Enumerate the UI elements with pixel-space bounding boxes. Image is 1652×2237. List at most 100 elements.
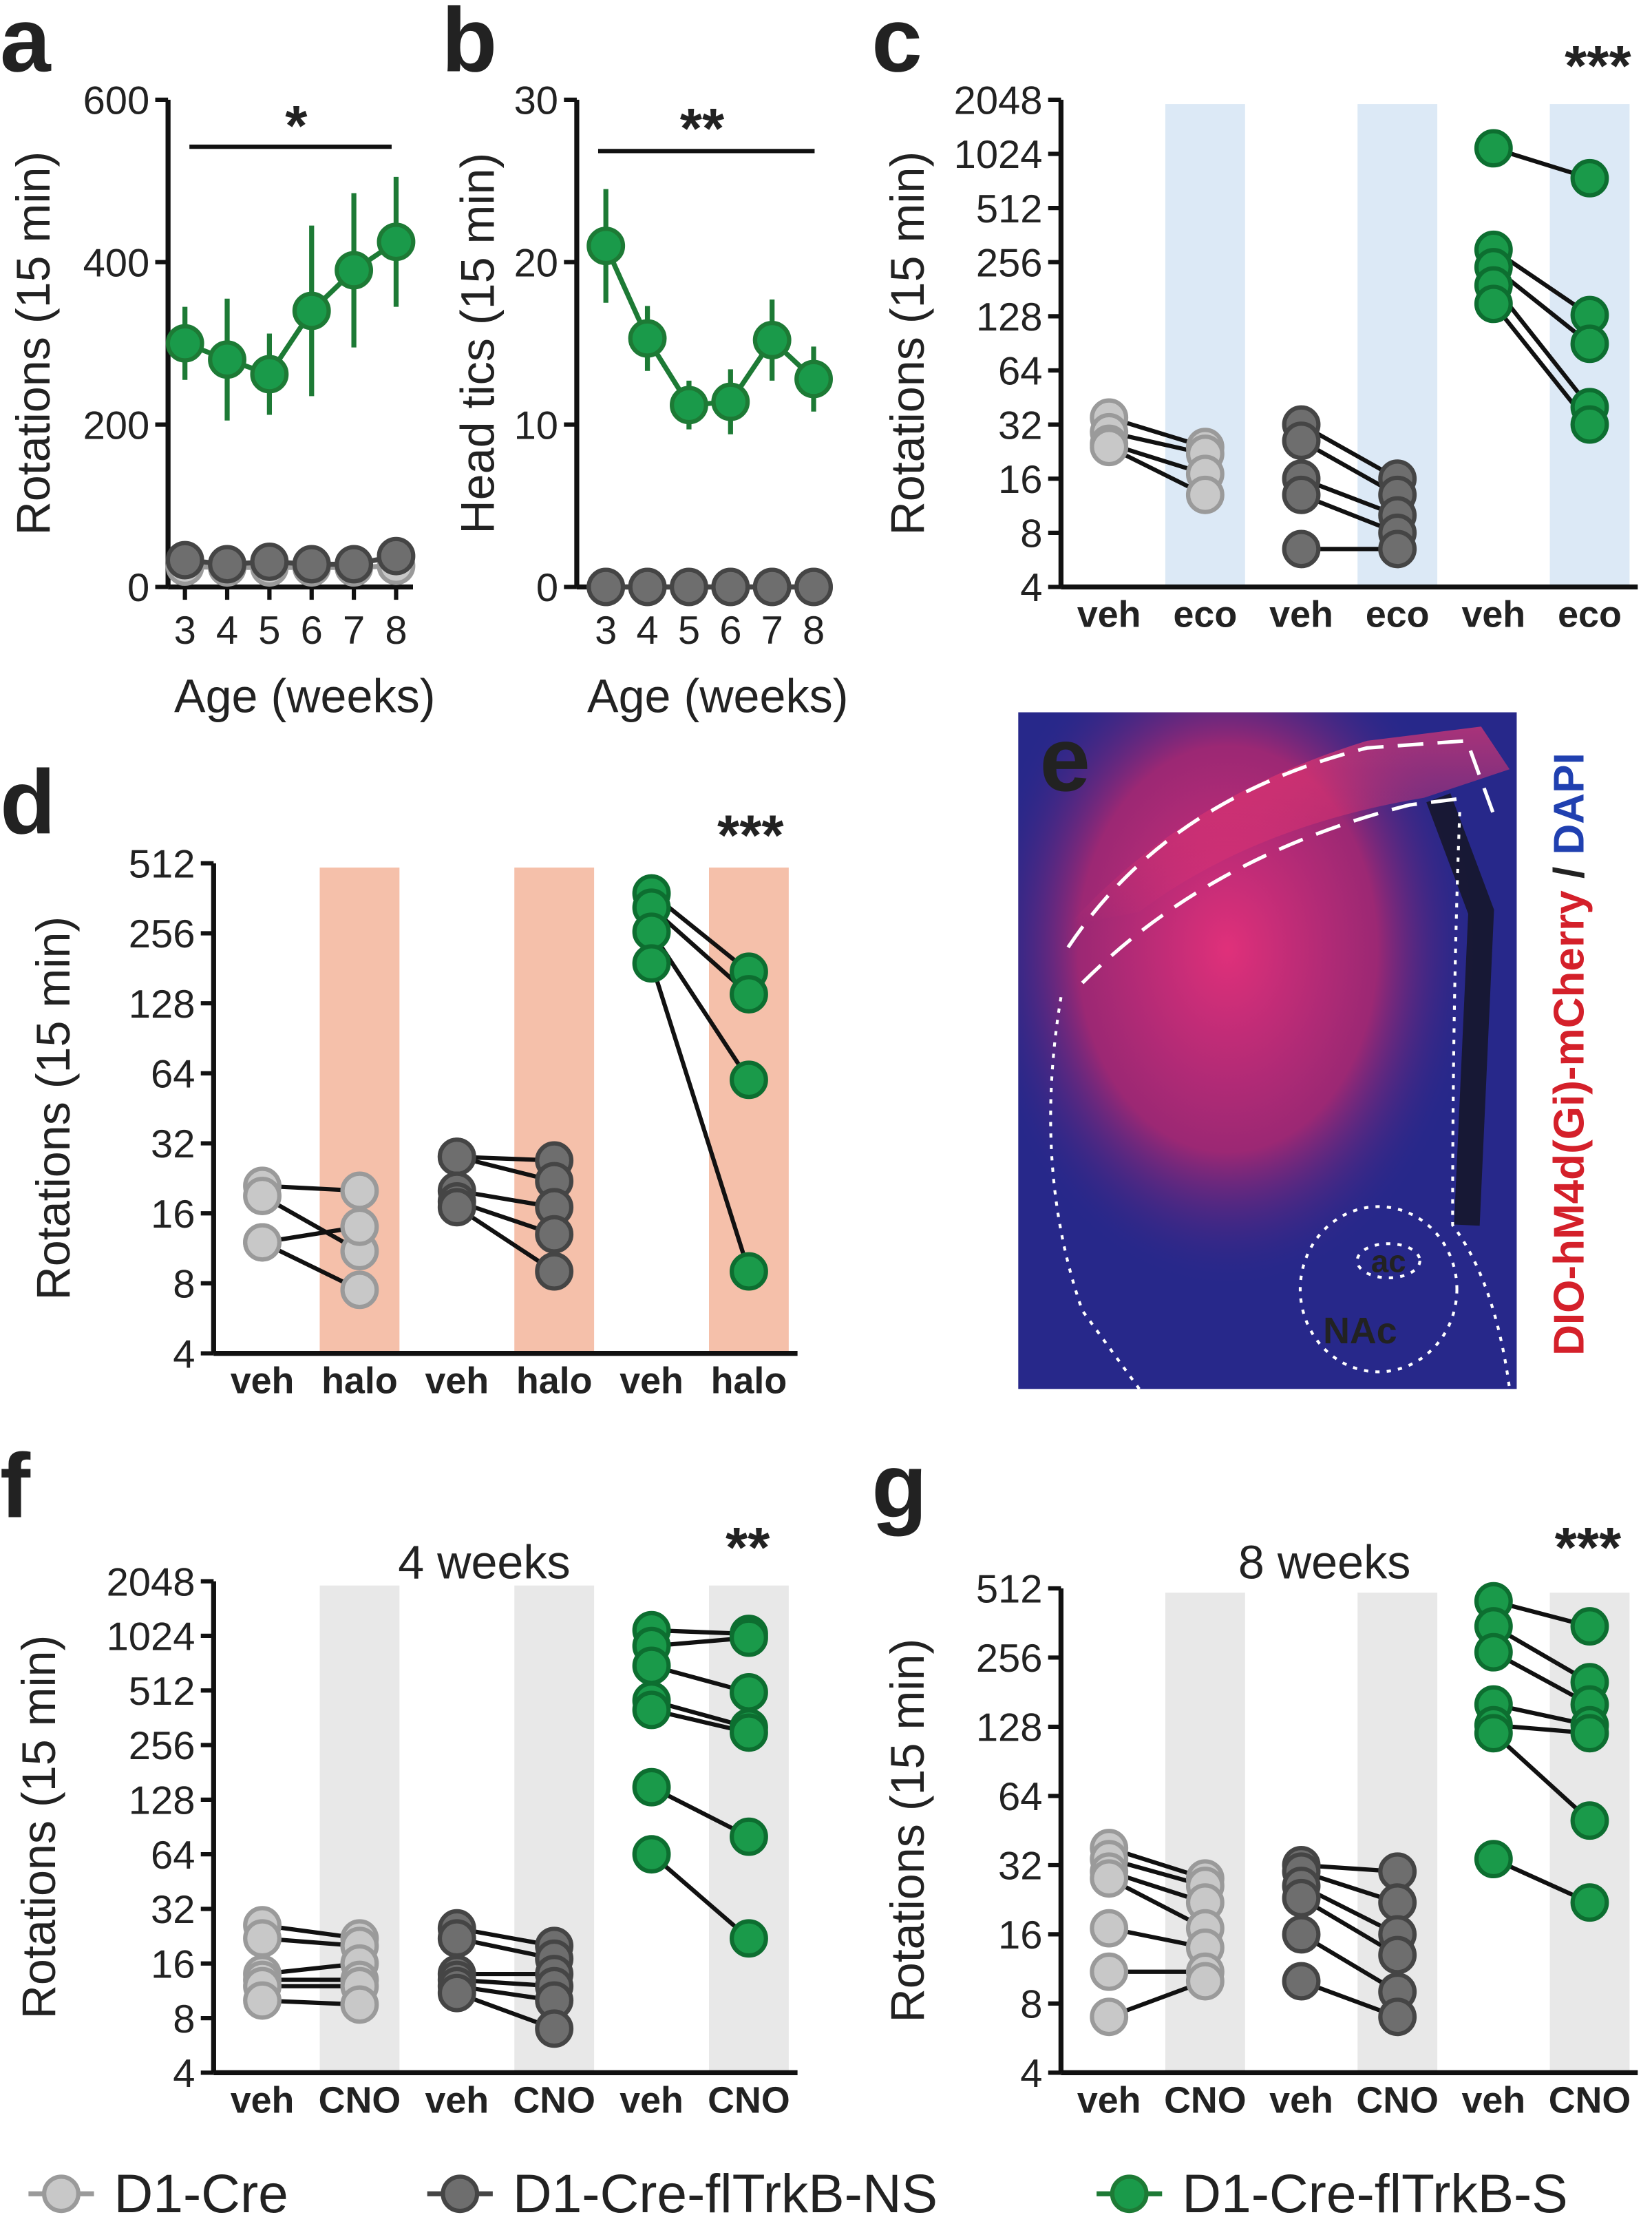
- y-tick-label: 16: [151, 1193, 195, 1237]
- category-label: veh: [620, 1360, 684, 1401]
- y-tick-label: 4: [1020, 2052, 1042, 2096]
- point: [1090, 428, 1129, 467]
- panel-title: 4 weeks: [398, 1536, 570, 1588]
- y-tick-label: 512: [129, 1670, 195, 1714]
- point: [729, 975, 768, 1014]
- point: [335, 545, 374, 584]
- y-tick-label: 128: [976, 295, 1043, 339]
- category-label: veh: [620, 2079, 684, 2121]
- x-tick-label: 8: [385, 609, 407, 653]
- point: [340, 1985, 379, 2024]
- point: [377, 536, 416, 576]
- category-label: CNO: [708, 2079, 790, 2121]
- y-tick-label: 128: [976, 1706, 1043, 1750]
- y-tick-label: 8: [1020, 512, 1042, 556]
- category-label: CNO: [319, 2079, 401, 2121]
- point: [250, 542, 289, 581]
- point: [1474, 1840, 1513, 1879]
- panel-letter: f: [0, 1436, 31, 1537]
- point: [1570, 158, 1609, 198]
- point: [632, 1690, 671, 1730]
- x-tick-label: 4: [636, 609, 658, 653]
- point: [729, 1817, 768, 1856]
- x-tick-label: 4: [216, 609, 238, 653]
- point: [632, 1835, 671, 1874]
- category-label: veh: [1077, 594, 1141, 635]
- x-tick-label: 8: [803, 609, 825, 653]
- point: [729, 1673, 768, 1712]
- category-label: veh: [1269, 2079, 1333, 2121]
- panel-letter: e: [1039, 708, 1090, 810]
- point: [243, 1223, 282, 1262]
- y-tick-label: 8: [173, 1997, 195, 2041]
- point: [1090, 1909, 1129, 1948]
- point: [1185, 475, 1225, 514]
- point: [729, 1252, 768, 1291]
- point: [1474, 284, 1513, 324]
- x-tick-label: 3: [595, 609, 617, 653]
- y-tick-label: 128: [129, 1779, 195, 1823]
- category-label: veh: [1461, 2079, 1525, 2121]
- point: [165, 324, 204, 363]
- point: [1474, 1632, 1513, 1672]
- category-label: veh: [425, 2079, 489, 2121]
- y-tick-label: 0: [127, 566, 149, 610]
- treatment-band: [1165, 104, 1245, 587]
- y-tick-label: 2048: [954, 79, 1043, 123]
- x-axis-label: Age (weeks): [587, 671, 848, 723]
- point: [1378, 1935, 1417, 1975]
- point: [711, 567, 750, 607]
- panel-title: 8 weeks: [1238, 1536, 1410, 1588]
- point: [437, 1973, 476, 2013]
- y-tick-label: 200: [83, 403, 150, 448]
- y-tick-label: 2048: [107, 1560, 195, 1604]
- point: [165, 540, 204, 580]
- point: [1090, 1859, 1129, 1898]
- legend-marker: [42, 2174, 81, 2214]
- point: [437, 1188, 476, 1227]
- category-label: veh: [425, 1360, 489, 1401]
- point: [1378, 529, 1417, 569]
- point: [1282, 1962, 1321, 2001]
- pair-line: [650, 1852, 750, 1940]
- point: [1282, 475, 1321, 514]
- point: [628, 567, 667, 607]
- y-tick-label: 30: [514, 79, 558, 123]
- point: [437, 1919, 476, 1958]
- y-tick-label: 8: [1020, 1983, 1042, 2027]
- point: [1090, 1952, 1129, 1991]
- y-tick-label: 256: [129, 912, 195, 956]
- point: [729, 1060, 768, 1100]
- y-tick-label: 256: [129, 1724, 195, 1768]
- point: [729, 1713, 768, 1752]
- point: [586, 227, 626, 266]
- panel-letter: a: [0, 0, 52, 91]
- point: [729, 1618, 768, 1657]
- legend-label: D1-Cre-flTrkB-S: [1182, 2163, 1567, 2224]
- treatment-band: [1165, 1593, 1245, 2073]
- point: [1474, 1714, 1513, 1753]
- point: [1282, 529, 1321, 569]
- point: [794, 567, 833, 607]
- point: [752, 567, 792, 607]
- point: [340, 1270, 379, 1310]
- category-label: veh: [1269, 594, 1333, 635]
- region-label: ac: [1371, 1244, 1406, 1279]
- point: [292, 291, 331, 330]
- point: [729, 1919, 768, 1958]
- category-label: eco: [1174, 594, 1238, 635]
- category-label: CNO: [513, 2079, 595, 2121]
- point: [752, 321, 792, 359]
- category-label: veh: [231, 1360, 295, 1401]
- point: [243, 1981, 282, 2020]
- point: [1570, 324, 1609, 364]
- category-label: eco: [1366, 594, 1430, 635]
- panel-letter: g: [871, 1436, 927, 1537]
- x-tick-label: 5: [678, 609, 700, 653]
- y-tick-label: 20: [514, 241, 558, 285]
- significance: ***: [1565, 34, 1631, 98]
- y-tick-label: 512: [976, 187, 1043, 231]
- x-tick-label: 5: [258, 609, 280, 653]
- y-tick-label: 32: [998, 1845, 1042, 1889]
- legend-label: D1-Cre: [114, 2163, 288, 2224]
